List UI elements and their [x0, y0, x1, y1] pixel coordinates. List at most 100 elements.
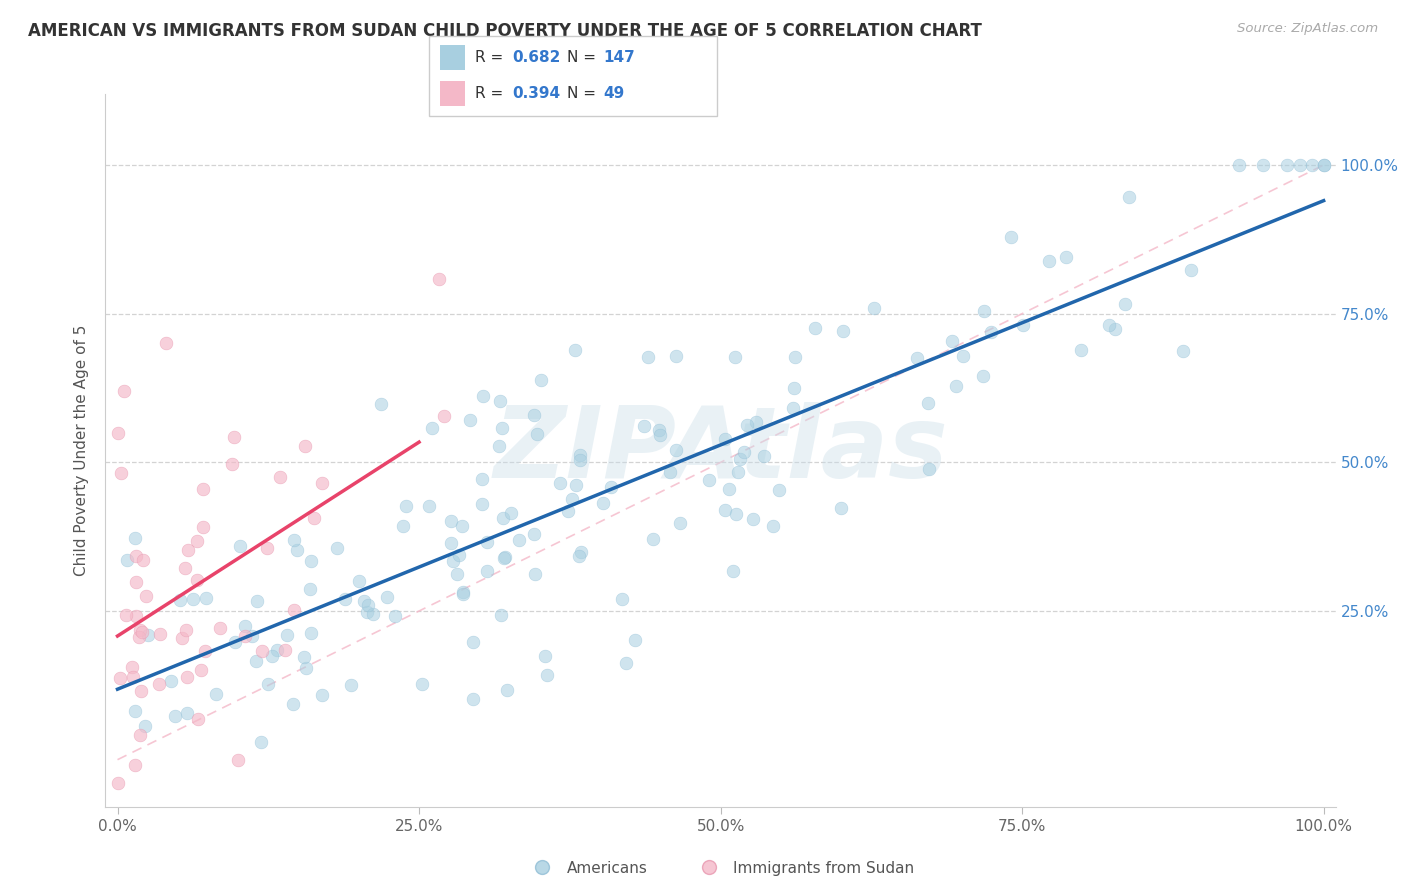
Point — [1180, 262, 1202, 277]
Point — [492, 510, 515, 524]
Point — [831, 324, 853, 338]
Point — [256, 541, 278, 556]
Point — [107, 425, 129, 440]
Point — [1054, 251, 1077, 265]
Point — [658, 465, 681, 479]
Point — [475, 535, 498, 549]
Text: R =: R = — [475, 87, 509, 101]
Point — [735, 418, 758, 433]
Point — [782, 381, 804, 395]
Point — [266, 643, 288, 657]
Point — [187, 712, 209, 726]
Point — [568, 449, 591, 463]
Point — [115, 553, 138, 567]
Point — [181, 591, 204, 606]
Point — [762, 519, 785, 533]
Point — [745, 415, 768, 429]
Point — [669, 516, 692, 530]
Point — [418, 500, 440, 514]
Text: 0.394: 0.394 — [512, 87, 560, 101]
Point — [149, 626, 172, 640]
Point — [568, 549, 591, 564]
Point — [561, 492, 583, 507]
Text: Source: ZipAtlas.com: Source: ZipAtlas.com — [1237, 22, 1378, 36]
Point — [612, 591, 634, 606]
Point — [564, 343, 586, 358]
Point — [121, 660, 143, 674]
Point — [564, 478, 586, 492]
Point — [499, 506, 522, 520]
Point — [733, 445, 755, 459]
Text: AMERICAN VS IMMIGRANTS FROM SUDAN CHILD POVERTY UNDER THE AGE OF 5 CORRELATION C: AMERICAN VS IMMIGRANTS FROM SUDAN CHILD … — [28, 22, 981, 40]
Point — [665, 349, 688, 363]
Point — [1312, 158, 1334, 172]
Point — [135, 589, 157, 603]
Point — [190, 663, 212, 677]
Point — [508, 533, 530, 548]
Point — [491, 607, 513, 622]
Text: N =: N = — [567, 51, 600, 65]
Point — [124, 608, 146, 623]
Point — [624, 633, 647, 648]
Point — [295, 661, 318, 675]
Point — [124, 531, 146, 545]
Point — [276, 627, 298, 641]
Point — [273, 643, 295, 657]
Point — [112, 384, 135, 398]
Point — [226, 753, 249, 767]
Point — [370, 397, 392, 411]
Point — [633, 418, 655, 433]
Point — [353, 593, 375, 607]
Point — [361, 607, 384, 621]
Point — [233, 619, 256, 633]
Point — [1104, 321, 1126, 335]
Point — [285, 542, 308, 557]
Point — [440, 514, 463, 528]
Point — [186, 533, 208, 548]
Point — [1114, 297, 1136, 311]
Point — [124, 704, 146, 718]
Point — [347, 574, 370, 589]
Point — [441, 553, 464, 567]
Point — [905, 351, 928, 365]
Point — [257, 677, 280, 691]
Point — [446, 566, 468, 581]
Point — [592, 496, 614, 510]
Point — [830, 500, 852, 515]
Point — [1277, 158, 1299, 172]
Point — [124, 757, 146, 772]
Point — [186, 573, 208, 587]
Point — [245, 655, 267, 669]
Point — [721, 564, 744, 578]
Point — [176, 670, 198, 684]
Point — [395, 499, 418, 513]
Point — [249, 735, 271, 749]
Point — [637, 351, 659, 365]
Point — [472, 389, 495, 403]
Point — [492, 551, 515, 566]
Point — [356, 605, 378, 619]
Point — [283, 533, 305, 547]
Point — [221, 457, 243, 471]
Point — [752, 449, 775, 463]
Point — [523, 526, 546, 541]
Point — [471, 472, 494, 486]
Point — [1012, 318, 1035, 333]
Y-axis label: Child Poverty Under the Age of 5: Child Poverty Under the Age of 5 — [75, 325, 90, 576]
Point — [491, 421, 513, 435]
Point — [741, 512, 763, 526]
Point — [523, 566, 546, 581]
Text: N =: N = — [567, 87, 600, 101]
Point — [548, 476, 571, 491]
Point — [208, 621, 231, 635]
Point — [768, 483, 790, 498]
Point — [1171, 343, 1194, 358]
Point — [471, 497, 494, 511]
Point — [1301, 158, 1323, 172]
Point — [163, 708, 186, 723]
Point — [224, 634, 246, 648]
Point — [488, 439, 510, 453]
Point — [299, 625, 322, 640]
Point — [229, 539, 252, 553]
Point — [294, 439, 316, 453]
